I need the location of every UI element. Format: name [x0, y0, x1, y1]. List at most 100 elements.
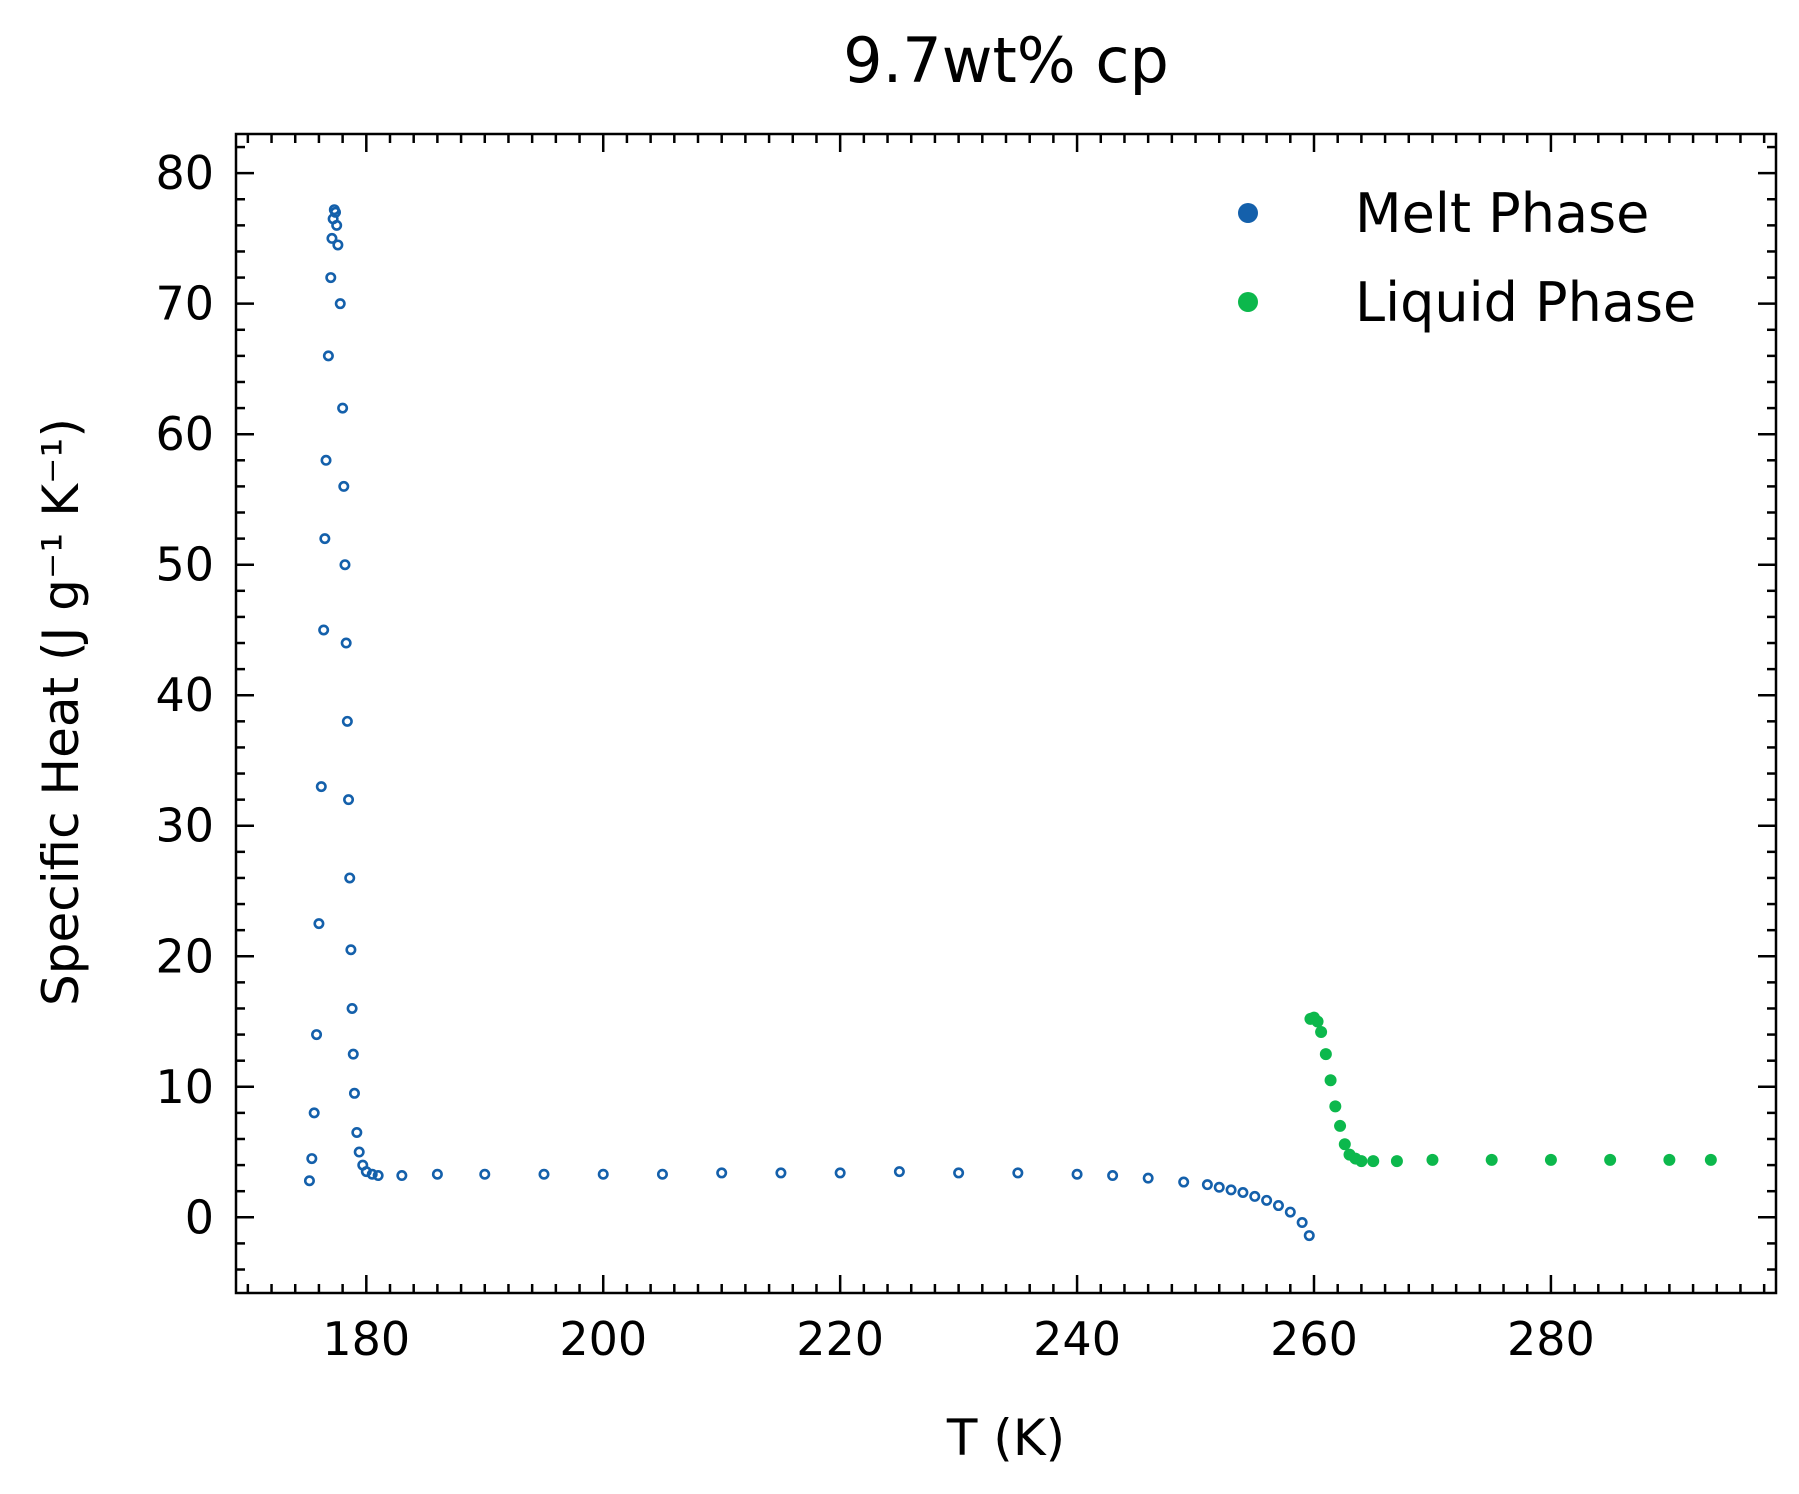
data-point [1704, 1153, 1717, 1166]
data-point [1178, 1176, 1190, 1188]
data-point [1604, 1153, 1617, 1166]
tick-labels: 180 200 220 240 260 280 0 10 20 30 40 50 60 70 80 [155, 146, 1594, 1366]
y-tick-label: 30 [155, 799, 214, 853]
data-point [1319, 1048, 1332, 1061]
data-point [1390, 1155, 1403, 1168]
data-point [351, 1126, 363, 1138]
data-point [1355, 1155, 1368, 1168]
y-tick-label: 20 [155, 929, 214, 983]
x-axis-label: T (K) [946, 1409, 1065, 1467]
data-point [1213, 1181, 1225, 1193]
data-point [1426, 1153, 1439, 1166]
data-point [656, 1168, 668, 1180]
data-point [318, 624, 330, 636]
data-point [338, 480, 350, 492]
data-point [315, 781, 327, 793]
data-point [306, 1153, 318, 1165]
data-series-layer [303, 204, 1717, 1242]
data-point [1237, 1187, 1249, 1199]
data-point [319, 533, 331, 545]
legend-label: Melt Phase [1355, 182, 1649, 245]
data-point [343, 794, 355, 806]
data-point [348, 1087, 360, 1099]
data-point [332, 239, 344, 251]
y-tick-label: 10 [155, 1060, 214, 1114]
data-point [538, 1168, 550, 1180]
legend-marker [1238, 292, 1258, 312]
data-point [1485, 1153, 1498, 1166]
data-point [346, 1002, 358, 1014]
data-point [1311, 1015, 1324, 1028]
data-point [344, 872, 356, 884]
data-point [1284, 1206, 1296, 1218]
data-point [311, 1029, 323, 1041]
data-point [1334, 1119, 1347, 1132]
data-point [303, 1175, 315, 1187]
data-point [1142, 1172, 1154, 1184]
data-point [1324, 1074, 1337, 1087]
data-point [1249, 1190, 1261, 1202]
data-point [1663, 1153, 1676, 1166]
data-point [1012, 1167, 1024, 1179]
legend-label: Liquid Phase [1355, 271, 1696, 334]
data-point [1303, 1230, 1315, 1242]
data-point [1296, 1217, 1308, 1229]
data-point [1225, 1184, 1237, 1196]
x-tick-label: 240 [1033, 1312, 1121, 1366]
data-point [1544, 1153, 1557, 1166]
series-melt-phase [303, 204, 1315, 1242]
y-tick-label: 60 [155, 407, 214, 461]
data-point [331, 219, 343, 231]
data-point [775, 1167, 787, 1179]
y-tick-label: 0 [185, 1190, 214, 1244]
data-point [366, 1168, 378, 1180]
data-point [1272, 1200, 1284, 1212]
data-point [337, 402, 349, 414]
data-point [396, 1170, 408, 1182]
series-liquid-phase [1304, 1011, 1717, 1168]
data-point [479, 1168, 491, 1180]
data-point [353, 1146, 365, 1158]
chart-title: 9.7wt% cp [843, 24, 1169, 97]
data-point [308, 1107, 320, 1119]
y-tick-label: 50 [155, 538, 214, 592]
data-point [341, 715, 353, 727]
data-point [325, 272, 337, 284]
y-tick-label: 40 [155, 668, 214, 722]
data-point [431, 1168, 443, 1180]
data-point [334, 298, 346, 310]
legend-marker [1238, 203, 1258, 223]
data-point [372, 1170, 384, 1182]
data-point [716, 1167, 728, 1179]
data-point [1338, 1138, 1351, 1151]
data-point [330, 206, 342, 218]
x-tick-label: 280 [1507, 1312, 1595, 1366]
x-tick-label: 220 [796, 1312, 884, 1366]
y-axis-label: Specific Heat (J g⁻¹ K⁻¹) [32, 418, 90, 1006]
data-point [1367, 1155, 1380, 1168]
data-point [597, 1168, 609, 1180]
x-tick-label: 260 [1270, 1312, 1358, 1366]
x-tick-label: 180 [322, 1312, 410, 1366]
axis-ticks [236, 134, 1776, 1293]
y-tick-label: 70 [155, 277, 214, 331]
legend: Melt Phase Liquid Phase [1238, 182, 1696, 334]
y-tick-label: 80 [155, 146, 214, 200]
data-point [1071, 1168, 1083, 1180]
x-tick-label: 200 [559, 1312, 647, 1366]
plot-area-frame [234, 132, 1778, 1295]
data-point [347, 1048, 359, 1060]
data-point [893, 1166, 905, 1178]
data-point [1329, 1100, 1342, 1113]
data-point [345, 944, 357, 956]
data-point [834, 1167, 846, 1179]
data-point [320, 454, 332, 466]
data-point [326, 232, 338, 244]
data-point [1107, 1170, 1119, 1182]
data-point [1315, 1025, 1328, 1038]
data-point [313, 918, 325, 930]
data-point [953, 1167, 965, 1179]
data-point [1201, 1179, 1213, 1191]
data-point [322, 350, 334, 362]
